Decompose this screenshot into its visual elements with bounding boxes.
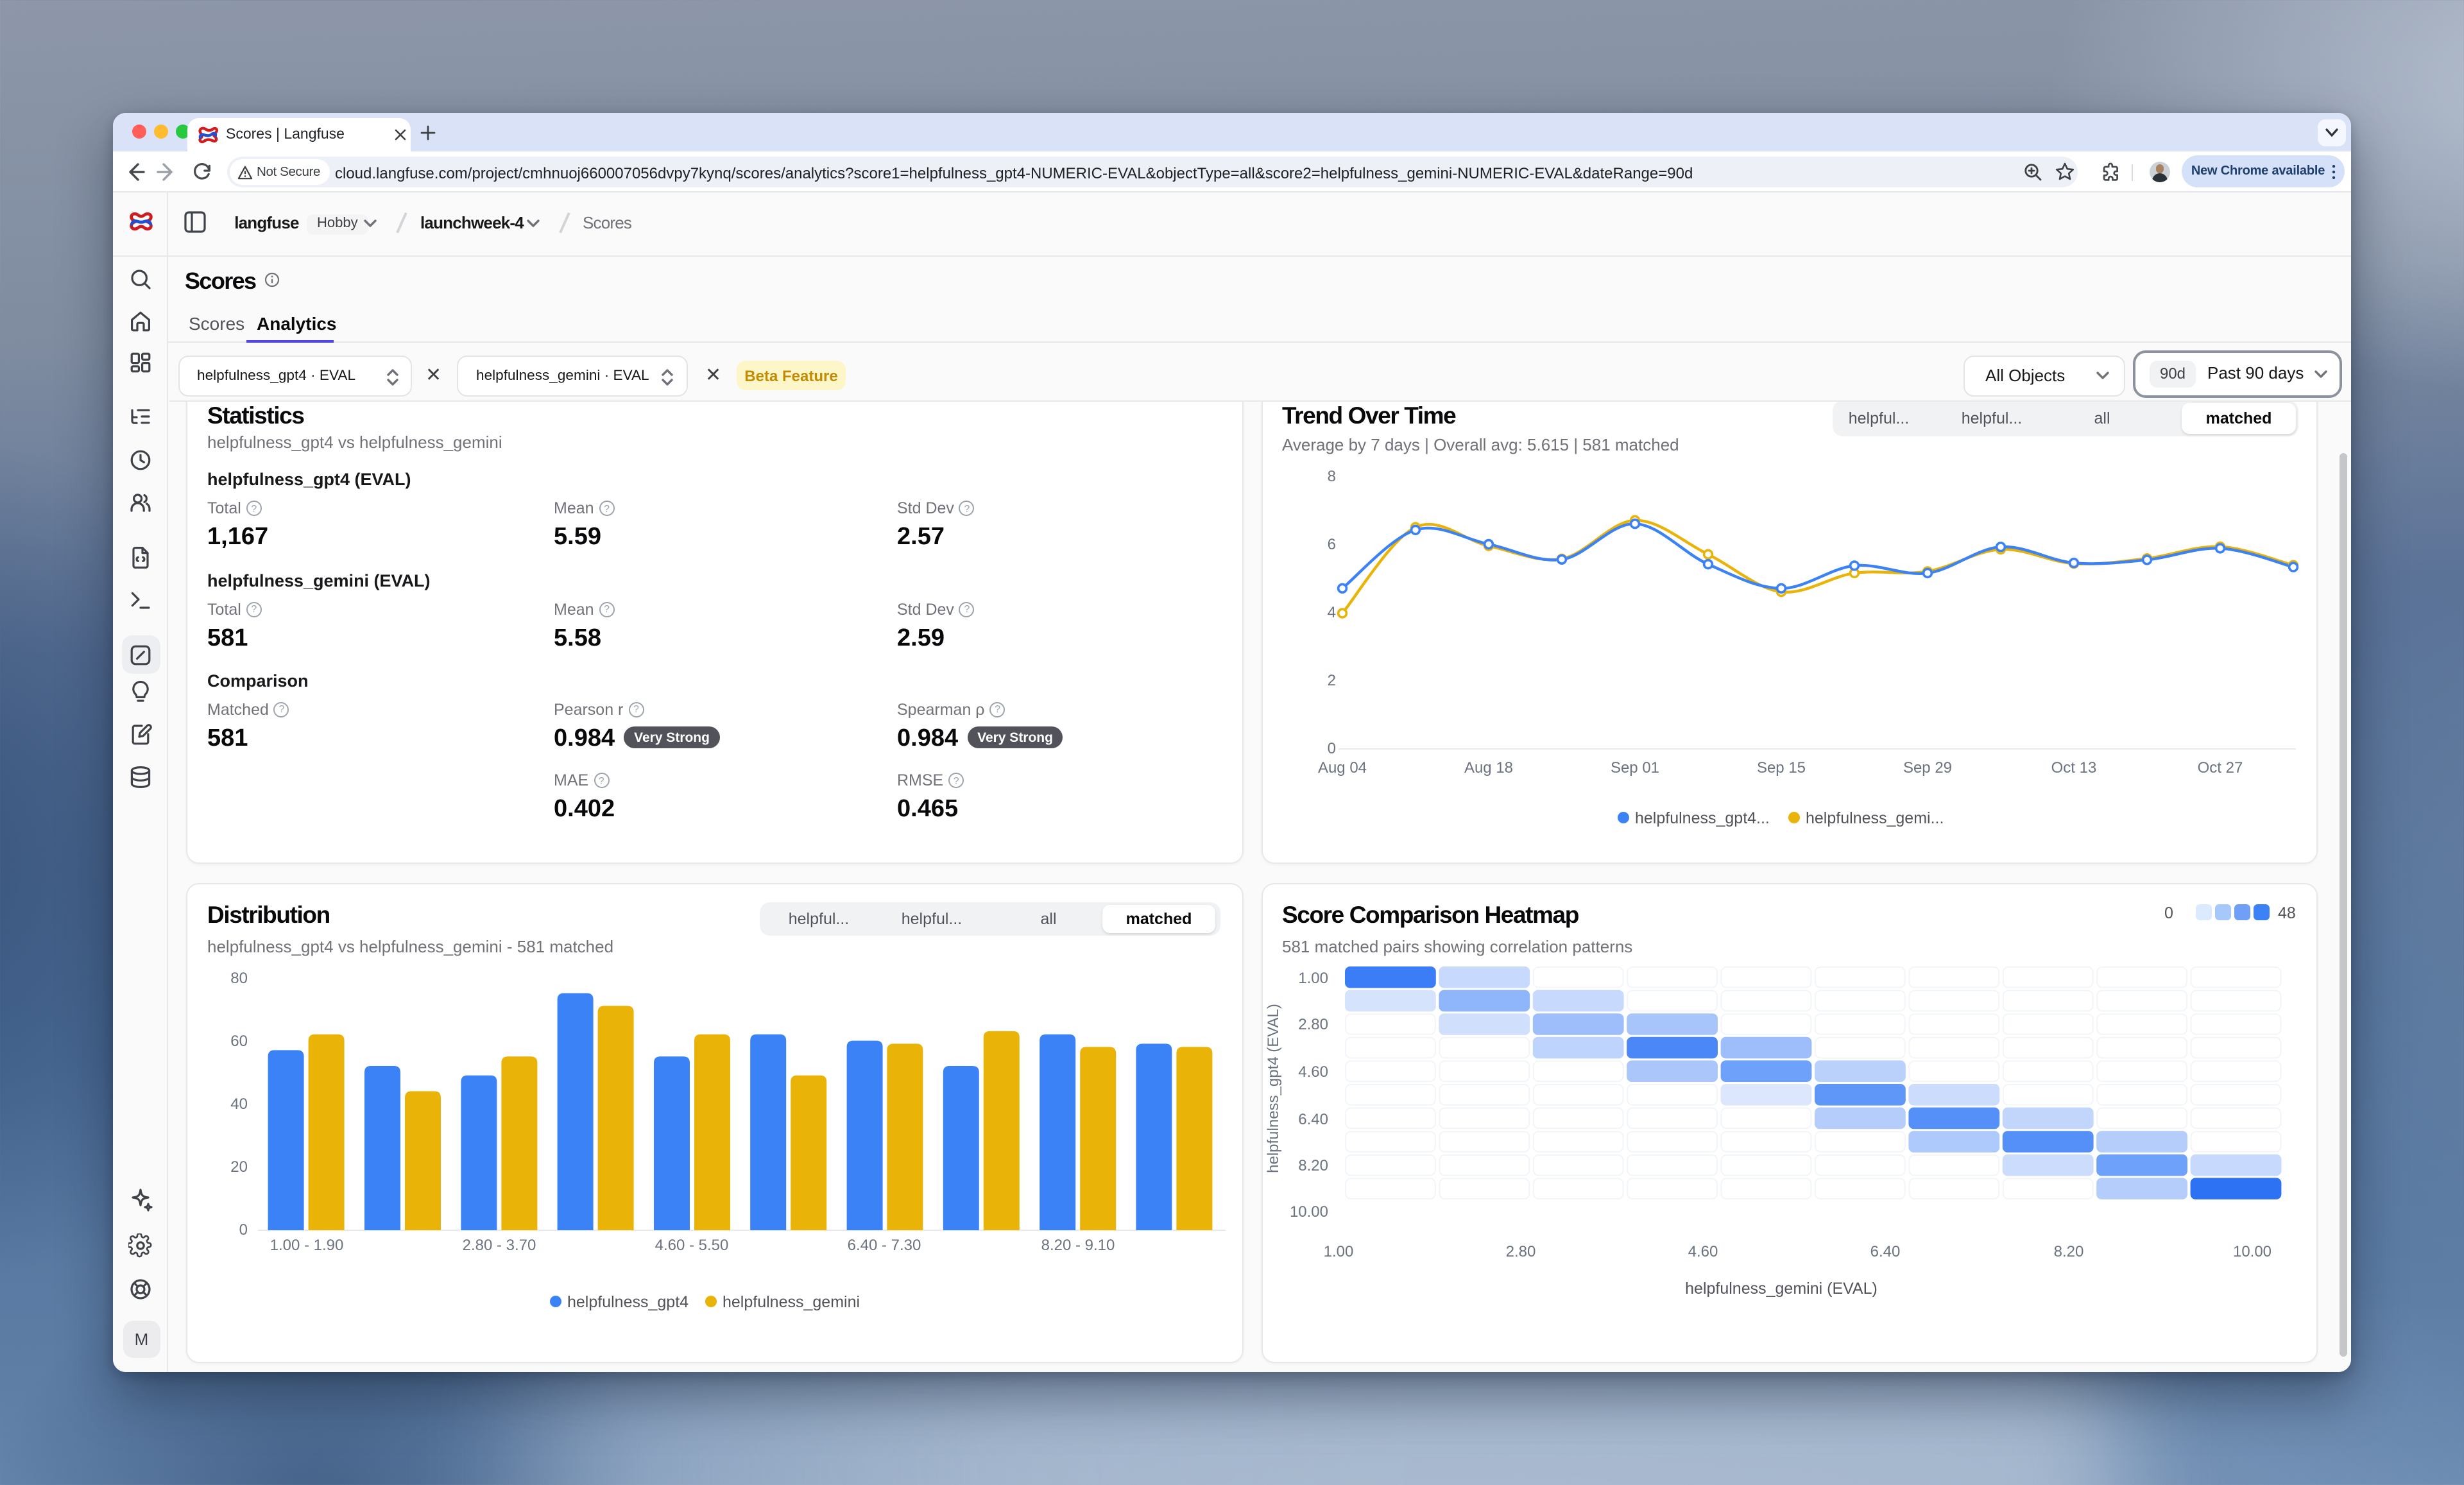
svg-text:80: 80 bbox=[230, 970, 248, 987]
svg-text:6.40: 6.40 bbox=[1870, 1243, 1901, 1260]
svg-text:4.60: 4.60 bbox=[1688, 1243, 1718, 1260]
svg-text:1.00: 1.00 bbox=[1298, 970, 1328, 987]
svg-text:8: 8 bbox=[1328, 468, 1336, 485]
svg-text:Aug 04: Aug 04 bbox=[1318, 759, 1367, 777]
svg-text:4.60 - 5.50: 4.60 - 5.50 bbox=[655, 1237, 729, 1254]
svg-text:0: 0 bbox=[239, 1221, 248, 1239]
svg-text:10.00: 10.00 bbox=[1290, 1203, 1328, 1221]
svg-text:6.40 - 7.30: 6.40 - 7.30 bbox=[848, 1237, 921, 1254]
svg-text:40: 40 bbox=[230, 1095, 248, 1113]
svg-text:0: 0 bbox=[2164, 904, 2173, 922]
svg-text:0: 0 bbox=[1328, 740, 1336, 757]
svg-text:48: 48 bbox=[2278, 904, 2296, 922]
svg-text:2.80: 2.80 bbox=[1506, 1243, 1536, 1260]
svg-text:Aug 18: Aug 18 bbox=[1464, 759, 1513, 777]
svg-text:10.00: 10.00 bbox=[2233, 1243, 2272, 1260]
svg-text:Sep 15: Sep 15 bbox=[1757, 759, 1806, 777]
svg-text:8.20: 8.20 bbox=[1298, 1157, 1328, 1174]
svg-text:Oct 27: Oct 27 bbox=[2198, 759, 2243, 777]
svg-text:2.80 - 3.70: 2.80 - 3.70 bbox=[463, 1237, 536, 1254]
svg-text:1.00: 1.00 bbox=[1324, 1243, 1354, 1260]
svg-text:helpfulness_gpt4...: helpfulness_gpt4... bbox=[1635, 809, 1770, 827]
svg-text:20: 20 bbox=[230, 1158, 248, 1176]
svg-text:60: 60 bbox=[230, 1033, 248, 1050]
svg-text:helpfulness_gpt4: helpfulness_gpt4 bbox=[567, 1293, 689, 1311]
svg-text:1.00 - 1.90: 1.00 - 1.90 bbox=[270, 1237, 344, 1254]
svg-text:Sep 29: Sep 29 bbox=[1903, 759, 1952, 777]
svg-text:6: 6 bbox=[1328, 536, 1336, 553]
svg-text:Oct 13: Oct 13 bbox=[2051, 759, 2097, 777]
svg-text:helpfulness_gemi...: helpfulness_gemi... bbox=[1806, 809, 1944, 827]
svg-text:4: 4 bbox=[1328, 604, 1336, 621]
svg-text:2: 2 bbox=[1328, 672, 1336, 689]
svg-text:4.60: 4.60 bbox=[1298, 1063, 1328, 1081]
svg-text:8.20 - 9.10: 8.20 - 9.10 bbox=[1041, 1237, 1115, 1254]
svg-text:2.80: 2.80 bbox=[1298, 1016, 1328, 1033]
svg-text:helpfulness_gemini: helpfulness_gemini bbox=[723, 1293, 860, 1311]
svg-text:Sep 01: Sep 01 bbox=[1611, 759, 1659, 777]
svg-text:helpfulness_gpt4 (EVAL): helpfulness_gpt4 (EVAL) bbox=[1265, 1004, 1282, 1173]
svg-text:6.40: 6.40 bbox=[1298, 1111, 1328, 1128]
svg-text:helpfulness_gemini (EVAL): helpfulness_gemini (EVAL) bbox=[1685, 1280, 1878, 1298]
svg-text:8.20: 8.20 bbox=[2054, 1243, 2084, 1260]
